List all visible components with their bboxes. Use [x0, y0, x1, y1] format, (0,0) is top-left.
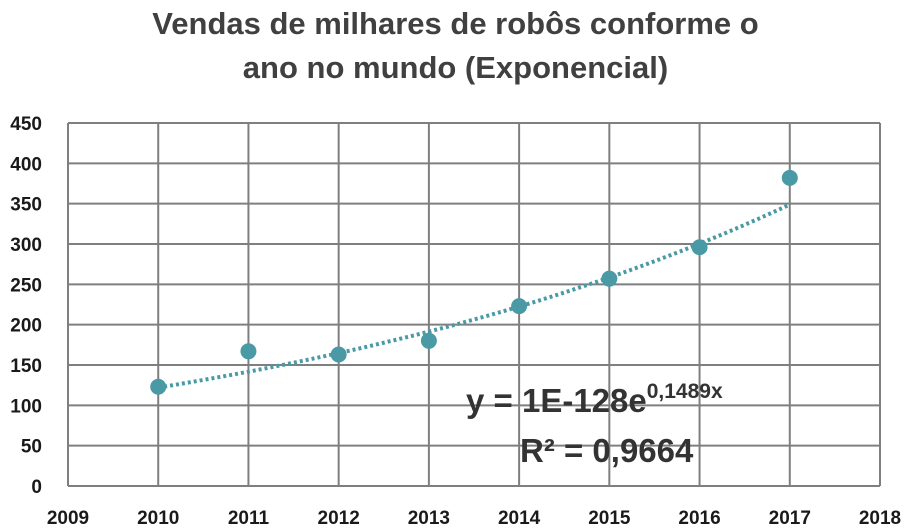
x-axis-ticks: 2009 2010 2011 2012 2013 2014 2015 2016 2017 2018	[47, 508, 901, 529]
trend-equation-exponent: 0,1489x	[647, 380, 723, 403]
data-point-2015	[601, 270, 618, 287]
x-tick-label: 2011	[228, 508, 270, 529]
data-point-2016	[691, 239, 708, 256]
exponential-trendline	[157, 202, 791, 390]
x-tick-label: 2010	[137, 508, 179, 529]
y-tick-label: 250	[10, 275, 42, 296]
trend-equation-base: y = 1E-128e	[466, 382, 647, 419]
trend-equation: y = 1E-128e0,1489x	[466, 380, 723, 419]
y-axis-ticks: 0 50 100 150 200 250 300 350 400 450	[10, 114, 42, 498]
chart-title-line-1: Vendas de milhares de robôs conforme o	[152, 6, 759, 41]
x-tick-label: 2017	[769, 508, 811, 529]
y-tick-label: 400	[10, 154, 42, 175]
trendline-layer	[157, 202, 791, 390]
chart-title-line-2: ano no mundo (Exponencial)	[242, 50, 669, 85]
x-tick-label: 2012	[318, 508, 360, 529]
data-point-2017	[781, 169, 798, 186]
x-tick-label: 2016	[678, 508, 720, 529]
x-tick-label: 2009	[47, 508, 89, 529]
y-tick-label: 100	[10, 396, 42, 417]
data-point-2013	[420, 332, 437, 349]
y-tick-label: 200	[10, 316, 42, 337]
x-tick-label: 2014	[498, 508, 541, 529]
r-squared-label: R² = 0,9664	[520, 432, 694, 469]
data-point-2010	[150, 378, 167, 395]
x-tick-label: 2013	[408, 508, 450, 529]
y-tick-label: 50	[21, 437, 42, 458]
y-tick-label: 0	[31, 477, 42, 498]
data-point-2014	[511, 298, 528, 315]
data-point-2011	[240, 343, 257, 360]
x-tick-label: 2015	[588, 508, 631, 529]
x-tick-label: 2018	[859, 508, 901, 529]
y-tick-label: 350	[10, 195, 42, 216]
y-tick-label: 150	[10, 356, 42, 377]
grid	[67, 122, 881, 487]
y-tick-label: 300	[10, 235, 42, 256]
y-tick-label: 450	[10, 114, 42, 135]
data-points	[150, 169, 798, 395]
data-point-2012	[330, 346, 347, 363]
